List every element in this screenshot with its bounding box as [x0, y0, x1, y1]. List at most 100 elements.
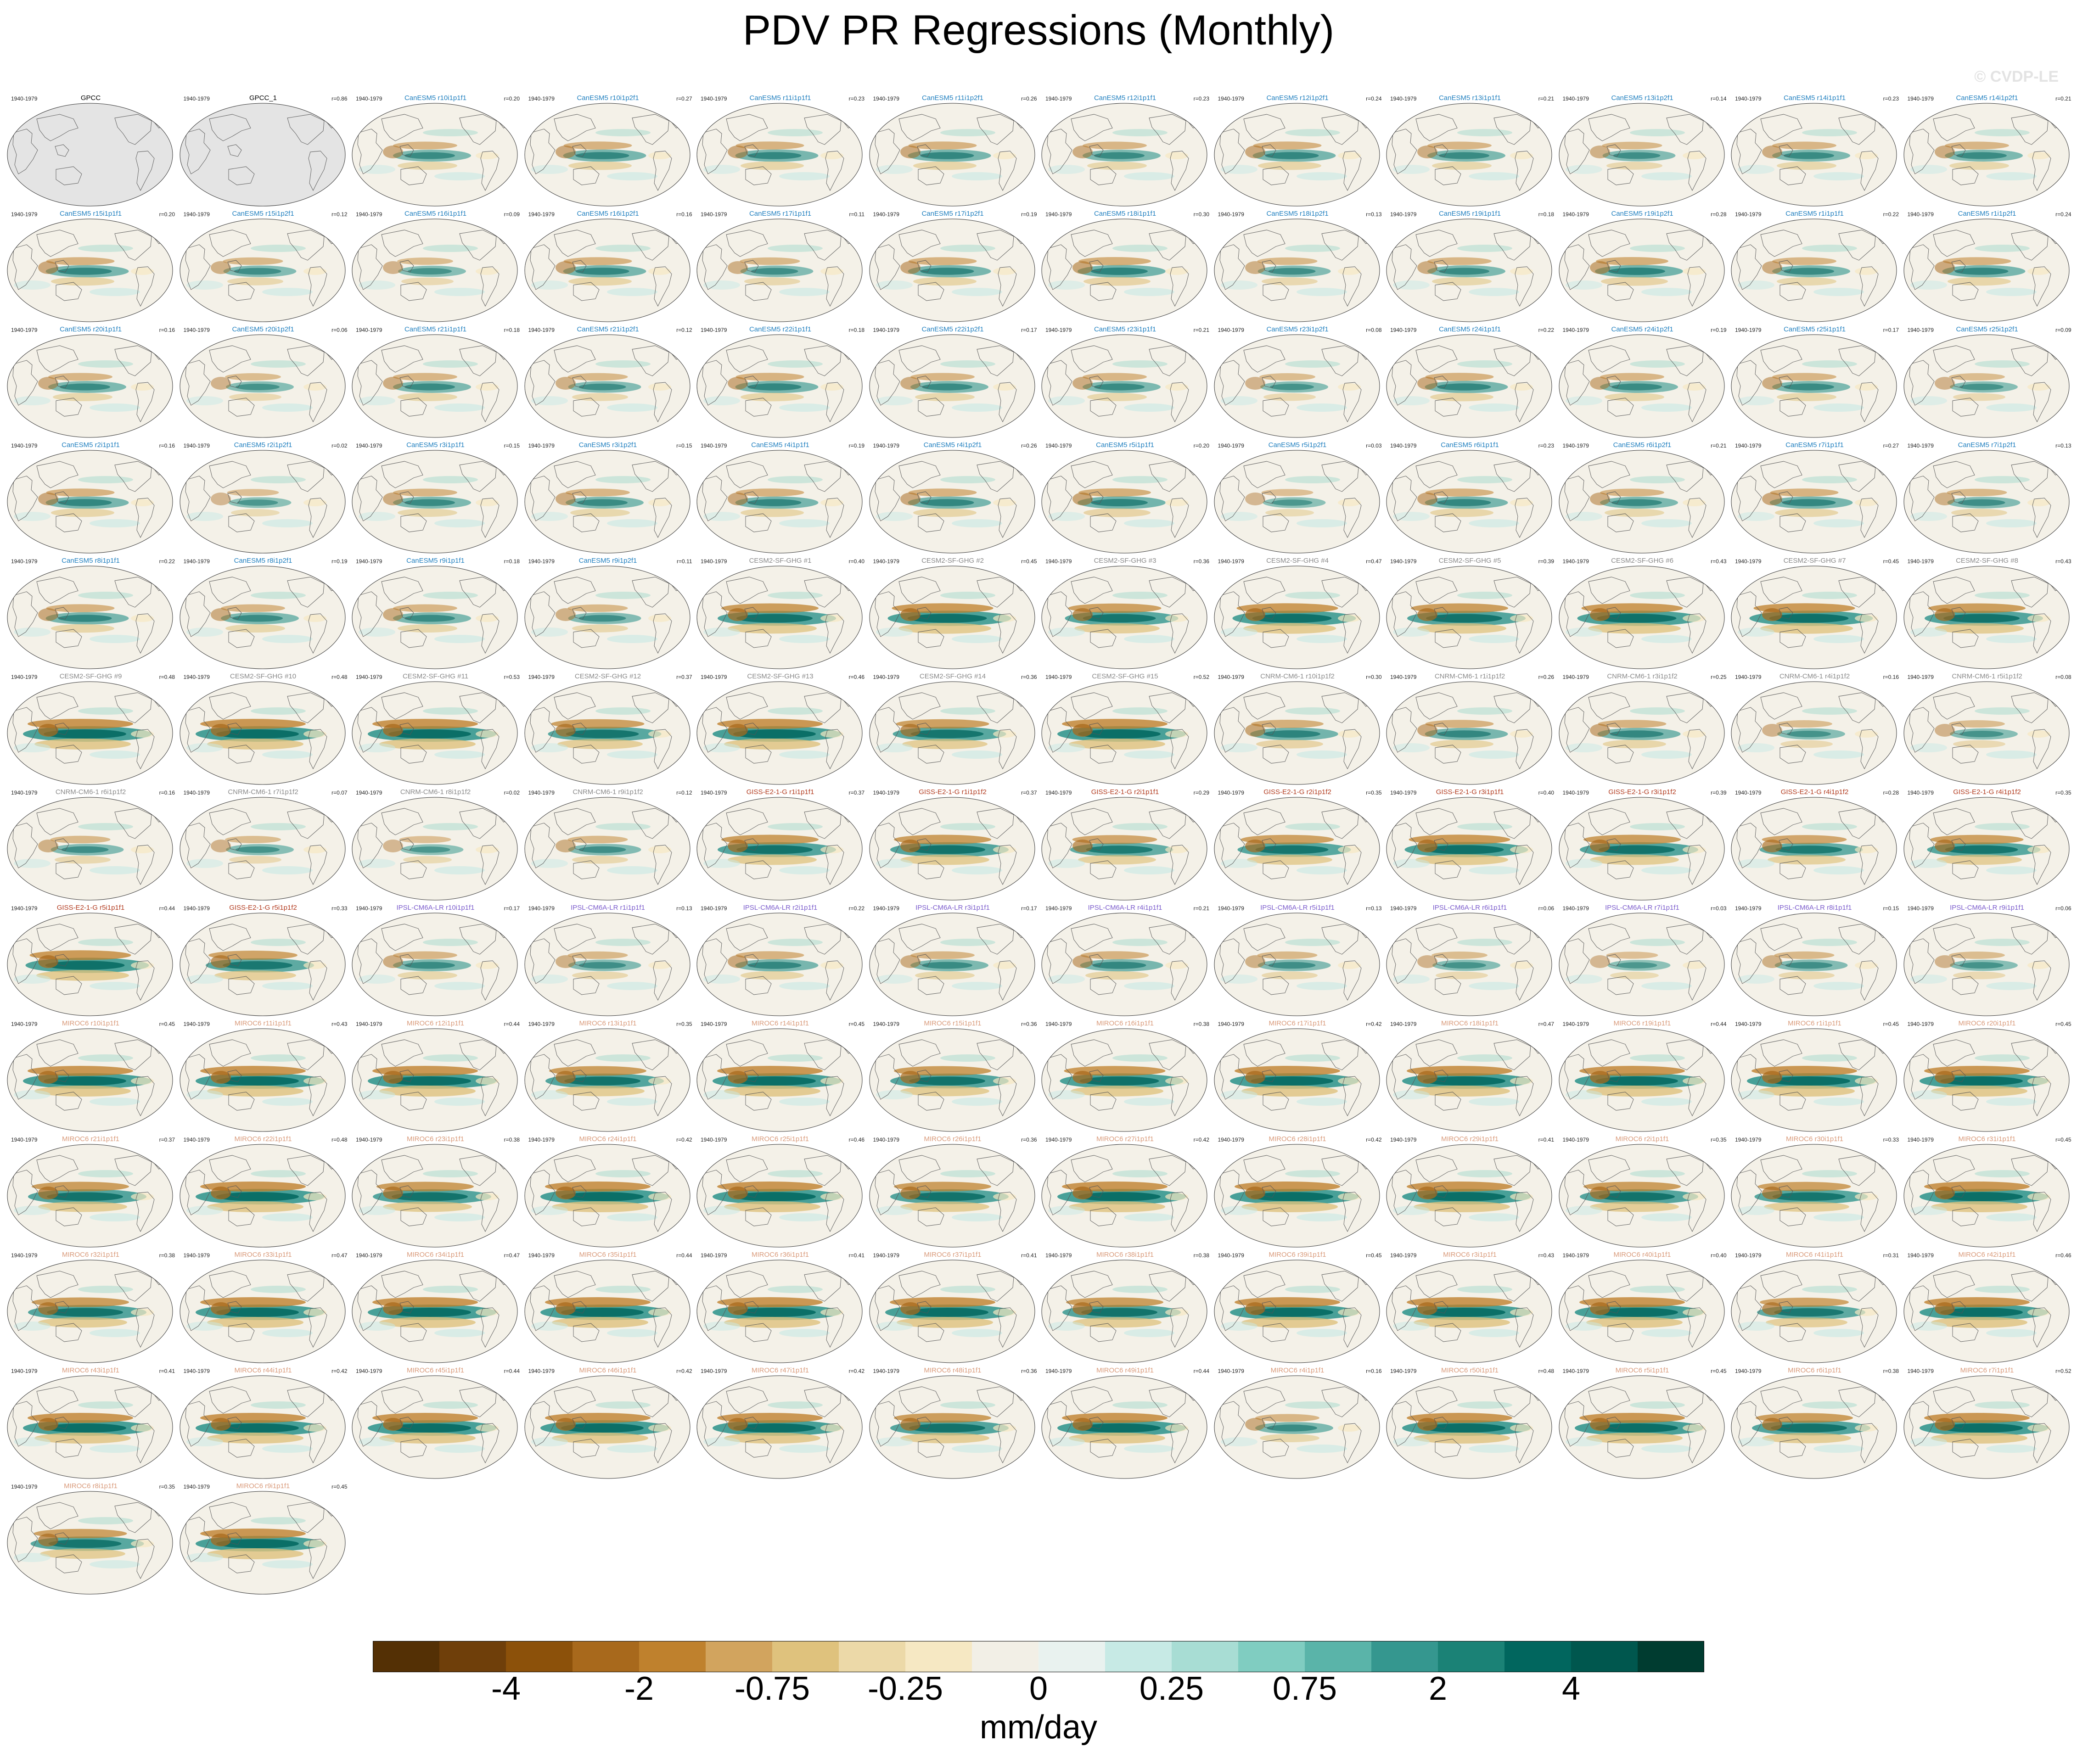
- panel-title: IPSL-CM6A-LR r4i1p1f1: [1088, 904, 1162, 912]
- panel-title: MIROC6 r47i1p1f1: [751, 1366, 809, 1374]
- panel-period: 1940-1979: [528, 1252, 555, 1259]
- panel-period: 1940-1979: [1390, 674, 1417, 680]
- map-panel: 1940-1979 GISS-E2-1-G r5i1p1f2 r=0.33: [177, 904, 349, 1019]
- regression-map: [7, 1028, 173, 1132]
- regression-map: [696, 1028, 863, 1132]
- panel-correlation: r=0.21: [2055, 95, 2071, 102]
- panel-correlation: r=0.23: [1883, 95, 1899, 102]
- panel-period: 1940-1979: [1562, 327, 1589, 333]
- map-panel: 1940-1979 CanESM5 r1i1p1f1 r=0.22: [1729, 210, 1901, 325]
- map-panel: 1940-1979 MIROC6 r17i1p1f1 r=0.42: [1212, 1019, 1384, 1134]
- panel-period: 1940-1979: [1735, 1021, 1762, 1027]
- panel-title: MIROC6 r35i1p1f1: [579, 1251, 637, 1259]
- regression-map: [524, 103, 690, 207]
- panel-title: CESM2-SF-GHG #15: [1092, 672, 1158, 680]
- panel-title: MIROC6 r5i1p1f1: [1615, 1366, 1669, 1374]
- map-panel: 1940-1979 CanESM5 r20i1p2f1 r=0.06: [177, 325, 349, 440]
- regression-map: [1731, 1260, 1897, 1363]
- panel-title: CESM2-SF-GHG #7: [1783, 557, 1846, 565]
- panel-title: CESM2-SF-GHG #11: [402, 672, 469, 680]
- regression-map: [1903, 913, 2069, 1016]
- panel-title: CanESM5 r9i1p1f1: [406, 557, 465, 565]
- regression-map: [1731, 1028, 1897, 1132]
- panel-title: GISS-E2-1-G r5i1p1f2: [229, 904, 297, 912]
- regression-map: [1214, 681, 1380, 785]
- regression-map: [7, 218, 173, 322]
- panel-title: CNRM-CM6-1 r3i1p1f2: [1607, 672, 1678, 680]
- panel-correlation: r=0.07: [331, 790, 348, 796]
- map-panel: 1940-1979 CanESM5 r18i1p2f1 r=0.13: [1212, 210, 1384, 325]
- map-panel: 1940-1979 CanESM5 r9i1p1f1 r=0.18: [349, 557, 522, 672]
- panel-title: MIROC6 r45i1p1f1: [406, 1366, 465, 1374]
- panel-title: CanESM5 r14i1p1f1: [1783, 94, 1846, 102]
- map-panel: 1940-1979 MIROC6 r19i1p1f1 r=0.44: [1556, 1019, 1729, 1134]
- panel-title: CanESM5 r10i1p2f1: [577, 94, 639, 102]
- map-panel: 1940-1979 CNRM-CM6-1 r5i1p1f2 r=0.08: [1901, 672, 2073, 787]
- panel-period: 1940-1979: [873, 1021, 899, 1027]
- panel-correlation: r=0.37: [1021, 790, 1037, 796]
- panel-title: CanESM5 r16i1p2f1: [577, 210, 639, 218]
- map-panel: 1940-1979 IPSL-CM6A-LR r2i1p1f1 r=0.22: [694, 904, 866, 1019]
- panel-correlation: r=0.31: [1883, 1252, 1899, 1259]
- map-panel: 1940-1979 MIROC6 r38i1p1f1 r=0.38: [1039, 1251, 1211, 1366]
- panel-title: IPSL-CM6A-LR r2i1p1f1: [743, 904, 818, 912]
- panel-correlation: r=0.52: [2055, 1368, 2071, 1374]
- panel-period: 1940-1979: [873, 211, 899, 218]
- panel-correlation: r=0.39: [1711, 790, 1727, 796]
- panel-correlation: r=0.42: [848, 1368, 864, 1374]
- panel-title: GISS-E2-1-G r2i1p1f1: [1091, 788, 1159, 796]
- panel-period: 1940-1979: [528, 674, 555, 680]
- panel-correlation: r=0.06: [331, 327, 348, 333]
- regression-map: [352, 1144, 518, 1248]
- panel-correlation: r=0.18: [848, 327, 864, 333]
- map-panel: 1940-1979 MIROC6 r14i1p1f1 r=0.45: [694, 1019, 866, 1134]
- panel-correlation: r=0.44: [676, 1252, 692, 1259]
- map-panel: 1940-1979 CNRM-CM6-1 r7i1p1f2 r=0.07: [177, 788, 349, 903]
- panel-correlation: r=0.45: [1711, 1368, 1727, 1374]
- panel-period: 1940-1979: [183, 95, 210, 102]
- colorbar-swatch: [706, 1641, 773, 1672]
- panel-period: 1940-1979: [183, 327, 210, 333]
- panel-period: 1940-1979: [1735, 1252, 1762, 1259]
- regression-map: [1903, 681, 2069, 785]
- panel-correlation: r=0.44: [159, 905, 175, 912]
- regression-map: [180, 913, 345, 1016]
- map-panel: 1940-1979 MIROC6 r5i1p1f1 r=0.45: [1556, 1366, 1729, 1481]
- regression-map: [352, 1260, 518, 1363]
- panel-title: CanESM5 r2i1p2f1: [234, 441, 292, 449]
- panel-period: 1940-1979: [873, 95, 899, 102]
- panel-title: IPSL-CM6A-LR r6i1p1f1: [1432, 904, 1507, 912]
- panel-correlation: r=0.30: [1366, 674, 1382, 680]
- panel-title: MIROC6 r10i1p1f1: [62, 1019, 120, 1027]
- panel-correlation: r=0.20: [504, 95, 520, 102]
- map-panel: 1940-1979 IPSL-CM6A-LR r5i1p1f1 r=0.13: [1212, 904, 1384, 1019]
- panel-correlation: r=0.26: [1021, 95, 1037, 102]
- regression-map: [1386, 913, 1552, 1016]
- panel-correlation: r=0.42: [1366, 1021, 1382, 1027]
- map-panel: 1940-1979 MIROC6 r29i1p1f1 r=0.41: [1384, 1135, 1556, 1250]
- regression-map: [1214, 450, 1380, 554]
- panel-correlation: r=0.45: [1883, 1021, 1899, 1027]
- panel-period: 1940-1979: [873, 1137, 899, 1143]
- map-panel: 1940-1979 MIROC6 r50i1p1f1 r=0.48: [1384, 1366, 1556, 1481]
- map-panel: 1940-1979 MIROC6 r44i1p1f1 r=0.42: [177, 1366, 349, 1481]
- panel-correlation: r=0.41: [848, 1252, 864, 1259]
- map-panel: 1940-1979 MIROC6 r45i1p1f1 r=0.44: [349, 1366, 522, 1481]
- panel-correlation: r=0.86: [331, 95, 348, 102]
- colorbar-swatch: [839, 1641, 906, 1672]
- panel-title: CNRM-CM6-1 r5i1p1f2: [1952, 672, 2022, 680]
- regression-map: [696, 913, 863, 1016]
- regression-map: [1731, 681, 1897, 785]
- regression-map: [869, 566, 1035, 669]
- panel-title: CESM2-SF-GHG #8: [1956, 557, 2018, 565]
- panel-title: CanESM5 r20i1p2f1: [232, 325, 294, 333]
- panel-correlation: r=0.47: [1538, 1021, 1554, 1027]
- panel-period: 1940-1979: [1562, 442, 1589, 449]
- panel-title: IPSL-CM6A-LR r8i1p1f1: [1777, 904, 1852, 912]
- map-panel: 1940-1979 CanESM5 r13i1p1f1 r=0.21: [1384, 94, 1556, 209]
- regression-map: [1903, 566, 2069, 669]
- panel-correlation: r=0.08: [1366, 327, 1382, 333]
- panel-period: 1940-1979: [356, 558, 382, 565]
- panel-correlation: r=0.38: [1883, 1368, 1899, 1374]
